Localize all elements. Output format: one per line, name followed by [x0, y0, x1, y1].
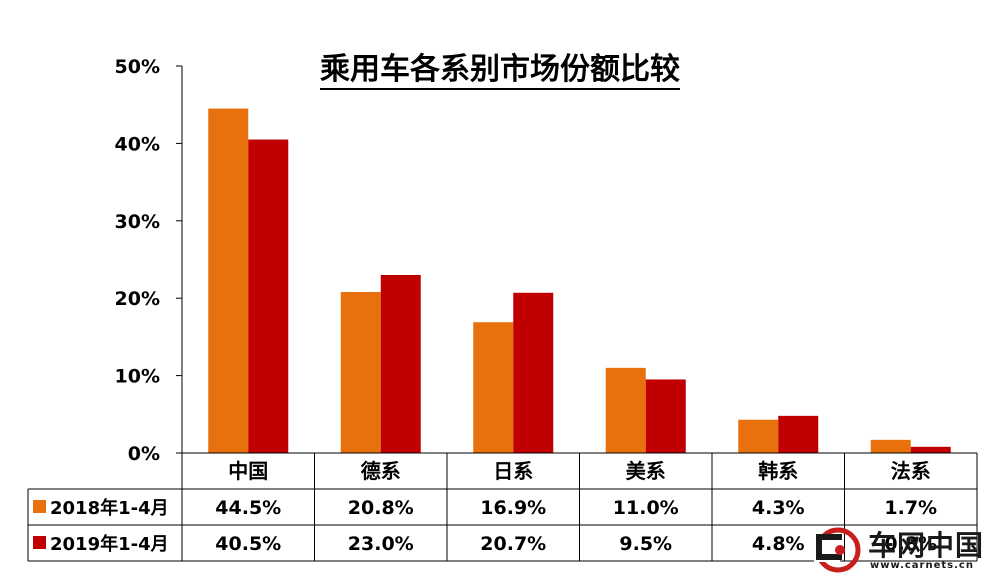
- carnets-logo-icon: [814, 527, 861, 573]
- data-label: 4.8%: [752, 533, 805, 555]
- bar: [738, 419, 779, 453]
- legend-swatch: [33, 500, 46, 513]
- bar: [380, 274, 421, 453]
- legend-label: 2019年1-4月: [50, 533, 169, 555]
- data-label: 23.0%: [348, 533, 414, 555]
- data-label: 20.7%: [480, 533, 546, 555]
- data-label: 9.5%: [619, 533, 672, 555]
- watermark-text: 车网中国: [868, 529, 985, 562]
- data-label: 11.0%: [613, 497, 679, 519]
- category-label: 德系: [361, 459, 401, 483]
- y-tick-label: 50%: [115, 56, 160, 78]
- data-label: 40.5%: [215, 533, 281, 555]
- bar: [340, 292, 381, 453]
- bar: [513, 292, 554, 453]
- data-label: 1.7%: [884, 497, 937, 519]
- watermark: 车网中国 www.carnets.cn: [810, 520, 1000, 576]
- chart-title-text: 乘用车各系别市场份额比较: [320, 52, 680, 90]
- y-tick-label: 40%: [115, 133, 160, 155]
- bar: [910, 446, 951, 453]
- bar: [645, 379, 686, 453]
- category-label: 日系: [493, 459, 533, 483]
- bar: [778, 415, 819, 453]
- category-label: 韩系: [758, 459, 798, 483]
- watermark-url: www.carnets.cn: [870, 560, 974, 571]
- legend-swatch: [33, 536, 46, 549]
- chart-title: 乘用车各系别市场份额比较: [0, 44, 1000, 90]
- bar: [473, 322, 514, 453]
- bar: [248, 139, 289, 453]
- data-label: 0.8%: [884, 533, 937, 555]
- y-tick-label: 30%: [115, 211, 160, 233]
- category-label: 中国: [228, 459, 268, 483]
- data-label: 16.9%: [480, 497, 546, 519]
- legend-label: 2018年1-4月: [50, 497, 169, 519]
- bar: [870, 439, 911, 453]
- y-tick-label: 20%: [115, 288, 160, 310]
- data-label: 20.8%: [348, 497, 414, 519]
- y-tick-label: 0%: [128, 443, 160, 465]
- bar: [605, 367, 646, 453]
- data-label: 44.5%: [215, 497, 281, 519]
- category-label: 美系: [626, 459, 666, 483]
- y-tick-label: 10%: [115, 366, 160, 388]
- data-label: 4.3%: [752, 497, 805, 519]
- bar: [208, 108, 249, 453]
- category-label: 法系: [891, 459, 931, 483]
